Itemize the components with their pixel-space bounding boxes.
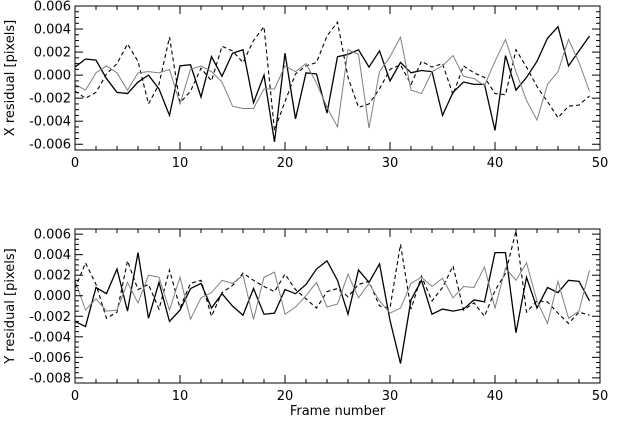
y-tick-label: -0.004 xyxy=(29,330,71,345)
x-tick-label: 40 xyxy=(487,389,504,404)
series-solid-black-line xyxy=(74,25,591,143)
x-tick-label: 50 xyxy=(592,389,609,404)
x-axis-title: Frame number xyxy=(290,404,386,417)
y-tick-label: -0.004 xyxy=(29,115,71,130)
x-tick-label: 0 xyxy=(71,389,79,404)
y-tick-label: 0.000 xyxy=(34,69,71,84)
y-tick-label: -0.008 xyxy=(29,371,71,386)
x-tick-label: 20 xyxy=(277,156,294,171)
y-tick-label: 0.006 xyxy=(34,0,71,15)
x-tick-label: 50 xyxy=(592,156,609,171)
y-axis-title: X residual [pixels] xyxy=(3,20,18,136)
series-solid-gray-line xyxy=(74,35,590,129)
y-tick-label: 0.004 xyxy=(34,248,71,263)
x-tick-label: 30 xyxy=(382,156,399,171)
x-tick-label: 30 xyxy=(382,389,399,404)
panel-y-residual: 0 10 20 30 40 50 -0.008 -0.006 -0.004 -0.002 0.000… xyxy=(3,228,609,419)
x-tick-label: 0 xyxy=(71,156,79,171)
series-solid-black-line xyxy=(74,251,591,364)
y-tick-label: -0.006 xyxy=(29,351,71,366)
y-tick-label: 0.002 xyxy=(34,46,71,61)
x-tick-label: 20 xyxy=(277,389,294,404)
panel-x-residual: 0 10 20 30 40 50 -0.006 -0.004 -0.002 0.000 0.002 0… xyxy=(3,0,608,171)
x-tick-label: 10 xyxy=(172,156,189,171)
y-tick-label: -0.006 xyxy=(29,138,71,153)
series-dashed-black-line xyxy=(74,20,590,131)
plot-frame xyxy=(74,5,601,151)
y-tick-label: -0.002 xyxy=(29,310,71,325)
y-axis-title: Y residual [pixels] xyxy=(3,248,18,364)
y-tick-label: -0.002 xyxy=(29,92,71,107)
y-tick-label: 0.002 xyxy=(34,269,71,284)
y-tick-label: 0.006 xyxy=(34,228,71,243)
x-tick-label: 10 xyxy=(172,389,189,404)
x-tick-label: 40 xyxy=(487,156,504,171)
series-solid-gray-line xyxy=(74,261,590,325)
y-tick-label: 0.004 xyxy=(34,23,71,38)
y-tick-label: 0.000 xyxy=(34,289,71,304)
